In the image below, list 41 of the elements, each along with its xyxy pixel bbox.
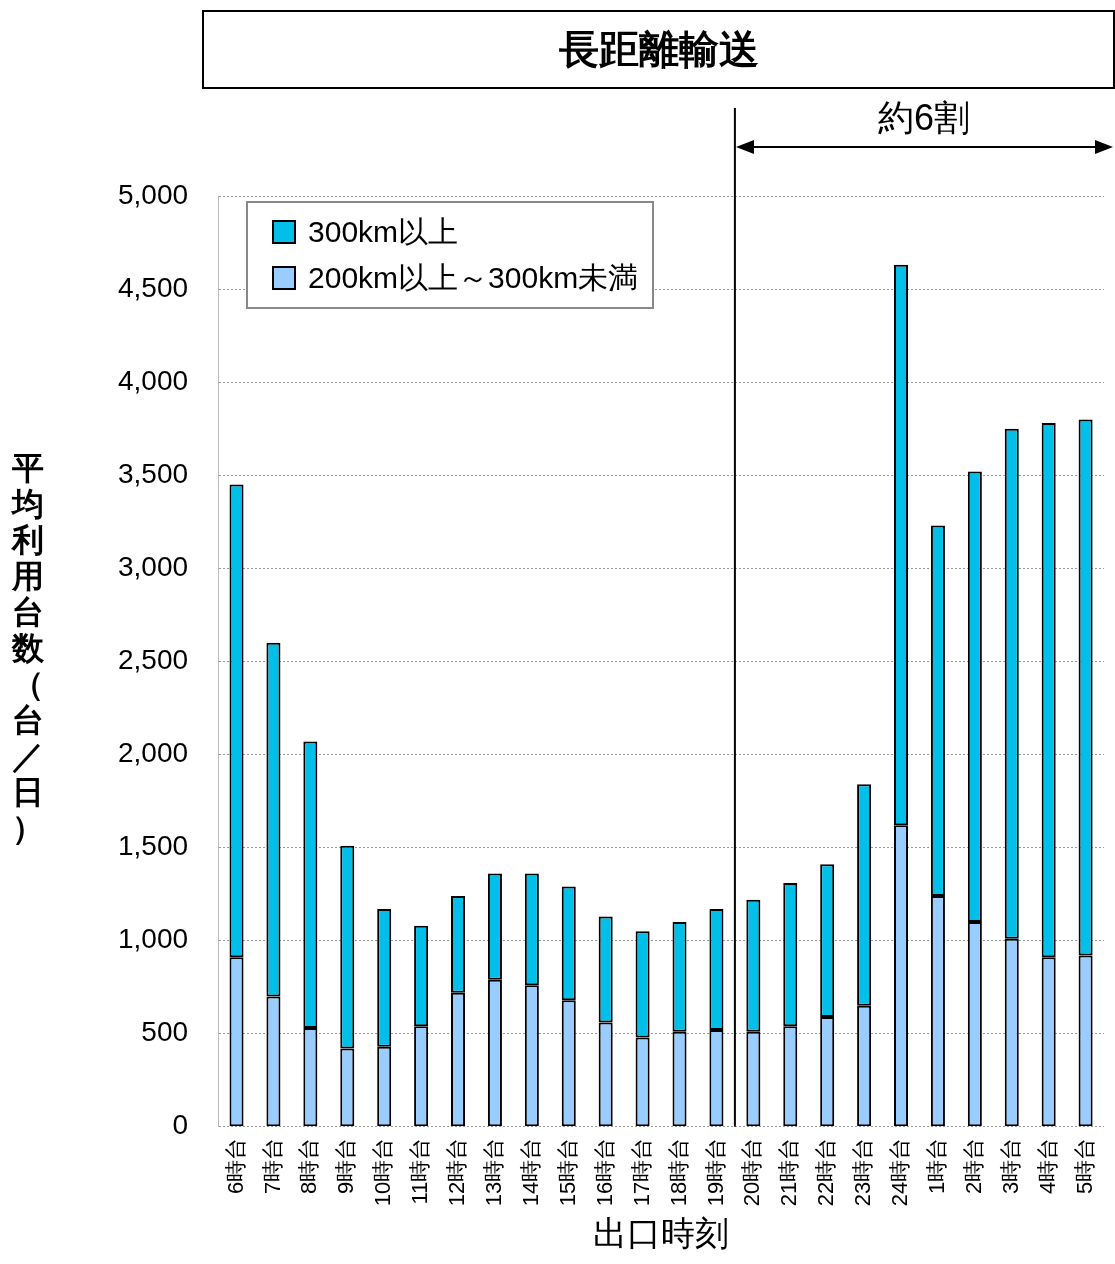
x-tick-label: 3時台 <box>997 1137 1023 1194</box>
y-tick-label: 5,000 <box>117 178 189 210</box>
x-tick-label: 4時台 <box>1034 1137 1060 1194</box>
x-tick-label: 22時台 <box>813 1137 839 1207</box>
y-tick-label: 0 <box>172 1109 189 1141</box>
y-tick-label: 3,500 <box>117 457 189 489</box>
y-tick-label: 1,500 <box>117 830 189 862</box>
x-axis-title: 出口時刻 <box>593 1213 730 1252</box>
x-tick-label: 19時台 <box>702 1137 728 1207</box>
x-tick-label: 24時台 <box>887 1137 913 1207</box>
x-tick-label: 1時台 <box>924 1137 949 1194</box>
x-tick-label: 16時台 <box>591 1137 617 1207</box>
y-tick-label: 4,500 <box>117 271 189 303</box>
y-tick-label: 2,500 <box>117 644 189 676</box>
x-tick-label: 14時台 <box>517 1137 543 1207</box>
x-tick-label: 15時台 <box>554 1137 580 1207</box>
x-tick-label: 21時台 <box>776 1137 802 1207</box>
y-tick-label: 1,000 <box>117 923 189 955</box>
y-tick-label: 4,000 <box>117 364 189 396</box>
text: 約6割 <box>877 96 970 138</box>
x-tick-label: 5時台 <box>1071 1137 1097 1194</box>
x-tick-label: 13時台 <box>481 1137 506 1207</box>
x-tick-label: 20時台 <box>739 1137 765 1207</box>
x-tick-label: 23時台 <box>850 1137 876 1207</box>
x-tick-label: 17時台 <box>628 1137 654 1207</box>
y-tick-label: 500 <box>141 1016 189 1048</box>
x-tick-label: 18時台 <box>665 1137 691 1207</box>
y-tick-label: 2,000 <box>117 737 189 769</box>
x-tick-label: 2時台 <box>960 1137 986 1194</box>
x-tick-label: 10時台 <box>370 1137 396 1207</box>
x-tick-label: 9時台 <box>333 1137 359 1194</box>
text: 平均利用台数（台／日） <box>12 450 44 846</box>
x-tick-label: 12時台 <box>444 1137 470 1207</box>
x-tick-label: 7時台 <box>259 1137 285 1194</box>
x-tick-label: 11時台 <box>407 1137 433 1205</box>
legend-label: 300km以上 <box>308 213 459 250</box>
x-tick-label: 6時台 <box>222 1137 248 1194</box>
legend-label: 200km以上～300km未満 <box>308 259 639 296</box>
x-tick-label: 8時台 <box>296 1137 322 1194</box>
y-tick-label: 3,000 <box>117 551 189 583</box>
chart-title: 長距離輸送 <box>202 10 1115 89</box>
